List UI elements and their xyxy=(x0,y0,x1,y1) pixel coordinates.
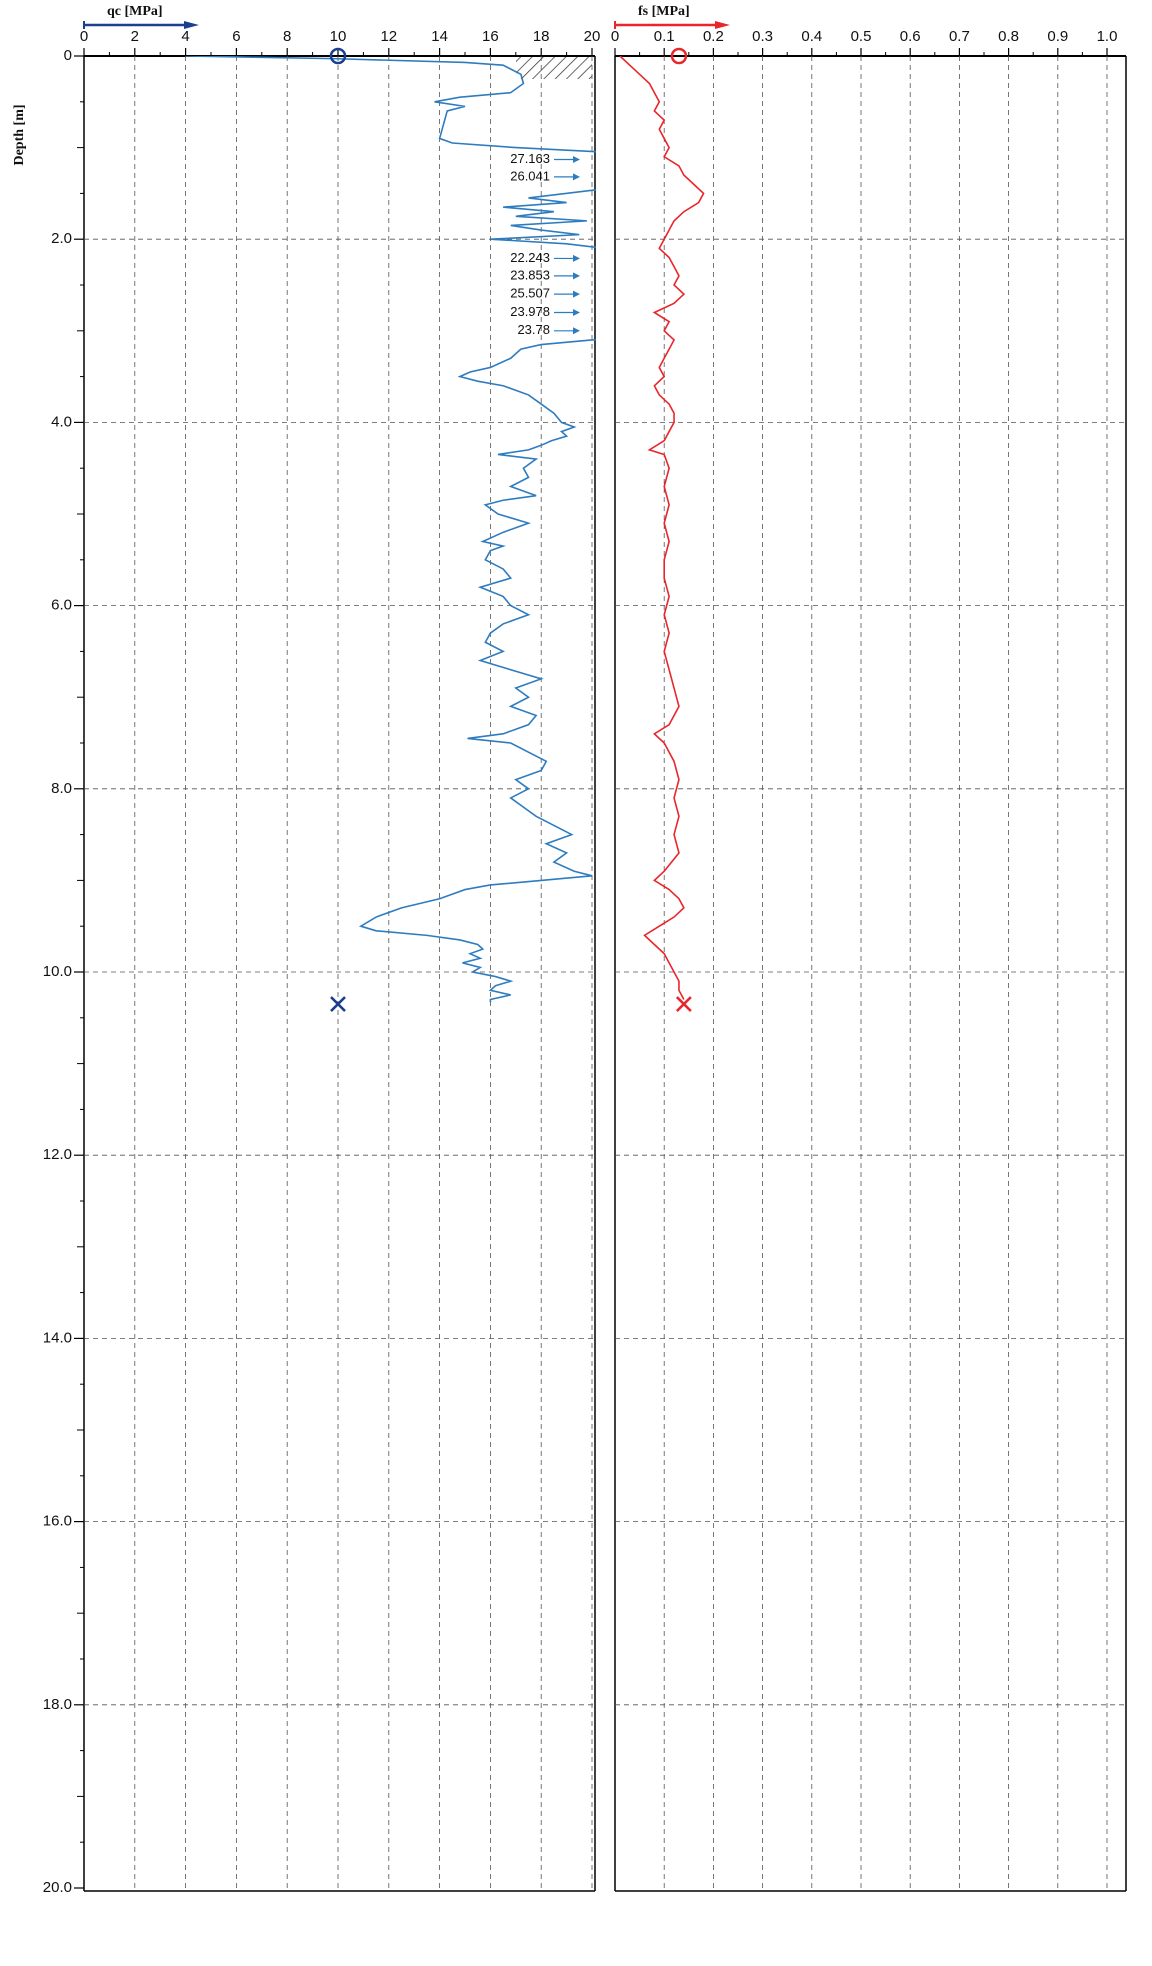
overflow-label: 23.978 xyxy=(510,304,550,319)
overflow-arrow-head xyxy=(573,290,580,298)
x-tick-label: 6 xyxy=(232,28,240,45)
y-tick-label: 2.0 xyxy=(51,230,72,247)
y-tick-label: 12.0 xyxy=(43,1146,72,1163)
y-tick-label: 20.0 xyxy=(43,1879,72,1896)
overflow-label: 23.853 xyxy=(510,267,550,282)
y-tick-label: 0 xyxy=(64,47,72,64)
axis-arrow-head xyxy=(184,21,199,29)
x-tick-label: 0 xyxy=(80,28,88,45)
y-tick-label: 4.0 xyxy=(51,413,72,430)
x-tick-label: 16 xyxy=(482,28,499,45)
marker-cross xyxy=(330,996,346,1012)
y-tick-label: 10.0 xyxy=(43,963,72,980)
x-tick-label: 0.8 xyxy=(998,28,1019,45)
x-tick-label: 0.3 xyxy=(752,28,773,45)
overflow-label: 25.507 xyxy=(510,286,550,301)
profile-line xyxy=(619,56,705,1000)
overflow-arrow-head xyxy=(573,156,580,164)
profile-line xyxy=(185,56,596,1003)
x-tick-label: 0.5 xyxy=(851,28,872,45)
y-axis-title: Depth [m] xyxy=(12,104,27,165)
x-tick-label: 12 xyxy=(380,28,397,45)
y-tick-label: 8.0 xyxy=(51,780,72,797)
x-tick-label: 1.0 xyxy=(1097,28,1118,45)
x-tick-label: 0.6 xyxy=(900,28,921,45)
overflow-arrow-head xyxy=(573,173,580,181)
overflow-label: 22.243 xyxy=(510,250,550,265)
axis-arrow-head xyxy=(715,21,730,29)
x-axis-title: fs [MPa] xyxy=(638,4,690,19)
x-tick-label: 18 xyxy=(533,28,550,45)
plot-area xyxy=(185,56,596,1003)
x-tick-label: 0 xyxy=(611,28,619,45)
x-tick-label: 0.7 xyxy=(949,28,970,45)
x-tick-label: 0.1 xyxy=(654,28,675,45)
overflow-arrow-head xyxy=(573,272,580,280)
x-tick-label: 2 xyxy=(131,28,139,45)
x-tick-label: 4 xyxy=(181,28,189,45)
overflow-label: 27.163 xyxy=(510,151,550,166)
overflow-label: 26.041 xyxy=(510,168,550,183)
overflow-arrow-head xyxy=(573,327,580,335)
x-tick-label: 8 xyxy=(283,28,291,45)
overflow-label: 23.78 xyxy=(517,322,550,337)
x-tick-label: 0.9 xyxy=(1047,28,1068,45)
y-tick-label: 16.0 xyxy=(43,1513,72,1530)
x-tick-label: 10 xyxy=(330,28,347,45)
x-tick-label: 0.4 xyxy=(801,28,822,45)
x-tick-label: 14 xyxy=(431,28,448,45)
y-tick-label: 18.0 xyxy=(43,1696,72,1713)
marker-circle xyxy=(670,47,688,65)
surface-hatch xyxy=(516,57,592,79)
x-axis-title: qc [MPa] xyxy=(107,4,163,19)
y-tick-label: 6.0 xyxy=(51,597,72,614)
x-tick-label: 0.2 xyxy=(703,28,724,45)
x-tick-label: 20 xyxy=(584,28,601,45)
y-tick-label: 14.0 xyxy=(43,1329,72,1346)
overflow-arrow-head xyxy=(573,308,580,316)
plot-area xyxy=(619,56,705,1000)
marker-cross xyxy=(675,996,692,1012)
overflow-arrow-head xyxy=(573,254,580,262)
marker-circle xyxy=(329,47,347,65)
